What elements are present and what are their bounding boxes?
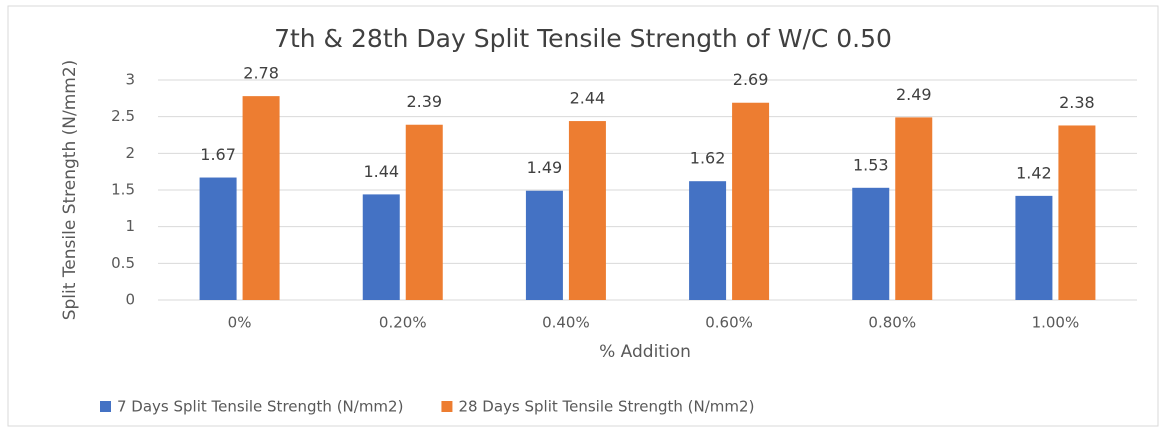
data-label: 2.44: [570, 89, 606, 108]
legend-swatch: [441, 401, 453, 412]
bar: [1015, 195, 1053, 300]
data-label: 1.44: [363, 162, 399, 181]
x-tick-label: 0.40%: [542, 314, 590, 332]
y-tick-label: 0.5: [111, 254, 135, 272]
data-label: 2.38: [1059, 93, 1095, 112]
x-tick-label: 0.80%: [868, 314, 916, 332]
bar: [689, 181, 727, 300]
y-tick-label: 1.5: [111, 181, 135, 199]
data-label: 1.42: [1016, 163, 1052, 182]
data-label: 2.69: [733, 70, 769, 89]
y-tick-label: 1: [125, 217, 135, 235]
y-axis-title: Split Tensile Strength (N/mm2): [60, 60, 80, 321]
y-tick-label: 2: [125, 144, 135, 162]
x-axis-title: % Addition: [599, 342, 691, 362]
bar: [525, 190, 563, 300]
data-label: 2.39: [406, 92, 442, 111]
legend-label: 7 Days Split Tensile Strength (N/mm2): [117, 398, 403, 416]
bar: [732, 102, 770, 300]
x-tick-label: 0.20%: [379, 314, 427, 332]
bar: [362, 194, 400, 300]
data-label: 1.53: [853, 155, 889, 174]
legend-swatch: [100, 401, 111, 412]
y-tick-label: 3: [125, 71, 135, 89]
bar: [852, 187, 890, 300]
bar: [199, 177, 237, 300]
data-label: 1.62: [690, 149, 726, 168]
x-tick-label: 1.00%: [1032, 314, 1080, 332]
bar: [1058, 125, 1096, 300]
x-tick-label: 0%: [228, 314, 252, 332]
data-label: 2.78: [243, 64, 279, 83]
bar: [895, 117, 933, 301]
x-tick-label: 0.60%: [705, 314, 753, 332]
data-label: 1.49: [527, 158, 563, 177]
chart-title: 7th & 28th Day Split Tensile Strength of…: [274, 24, 892, 53]
data-label: 1.67: [200, 145, 236, 164]
y-tick-label: 0: [125, 291, 135, 309]
y-tick-label: 2.5: [111, 107, 135, 125]
legend-label: 28 Days Split Tensile Strength (N/mm2): [458, 398, 754, 416]
bar: [405, 124, 443, 300]
data-label: 2.49: [896, 85, 932, 104]
bar: [242, 96, 280, 300]
bar: [568, 121, 606, 300]
